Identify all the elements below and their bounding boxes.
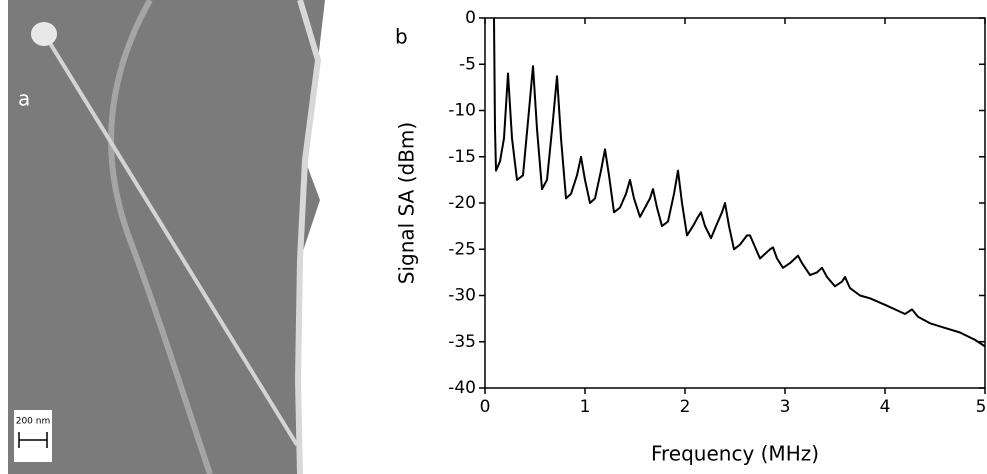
x-axis-label: Frequency (MHz) bbox=[651, 442, 819, 466]
y-tick-label: -5 bbox=[459, 54, 476, 74]
spectrum-line bbox=[493, 17, 986, 348]
image-edge bbox=[298, 0, 330, 474]
y-tick-label: -25 bbox=[448, 239, 476, 259]
y-tick-label: -10 bbox=[448, 101, 476, 121]
panel-label: a bbox=[18, 87, 30, 111]
y-tick-label: -30 bbox=[448, 286, 476, 306]
panel-label: b bbox=[395, 25, 408, 49]
scale-bar bbox=[18, 432, 48, 448]
y-tick-label: -15 bbox=[448, 147, 476, 167]
y-tick-label: -20 bbox=[448, 193, 476, 213]
y-axis-label: Signal SA (dBm) bbox=[395, 122, 419, 284]
catalyst-blob bbox=[31, 22, 57, 46]
nanotube bbox=[43, 33, 299, 447]
x-tick-label: 0 bbox=[480, 397, 491, 417]
x-tick-label: 3 bbox=[780, 397, 791, 417]
x-tick-label: 4 bbox=[880, 397, 891, 417]
x-tick-label: 2 bbox=[680, 397, 691, 417]
scale-bar-label: 200 nm bbox=[16, 417, 51, 427]
plot-area: 0-5-10-15-20-25-30-35-400 1 2 3 4 5 bbox=[448, 8, 986, 417]
x-tick-label: 1 bbox=[580, 397, 591, 417]
curved-nanotube bbox=[108, 0, 213, 474]
y-tick-label: -35 bbox=[448, 332, 476, 352]
micrograph: a 200 nm bbox=[8, 0, 330, 474]
plot-frame bbox=[484, 17, 986, 389]
y-tick-label: 0 bbox=[465, 8, 476, 28]
y-tick-label: -40 bbox=[448, 378, 476, 398]
substrate-edge bbox=[294, 0, 322, 474]
scale-bar-box bbox=[14, 410, 52, 462]
x-tick-label: 5 bbox=[976, 397, 987, 417]
